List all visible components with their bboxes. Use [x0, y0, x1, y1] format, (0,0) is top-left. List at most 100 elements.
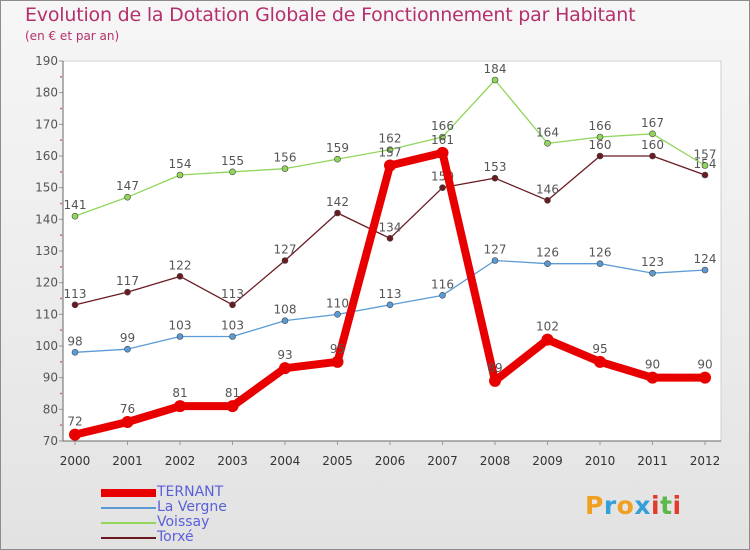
data-point-ternant-2010	[594, 355, 606, 368]
data-point-voissay-2008	[491, 76, 499, 84]
data-point-ternant-2002	[174, 400, 186, 413]
y-minor-tick-135	[60, 234, 62, 237]
data-label-la-vergne-2004: 108	[274, 303, 297, 317]
data-label-voissay-2004: 156	[274, 151, 297, 165]
data-label-la-vergne-2003: 103	[221, 319, 244, 333]
data-point-la-vergne-2004	[281, 317, 289, 324]
data-label-voissay-2000: 141	[64, 198, 87, 212]
data-point-torx--2002	[176, 273, 184, 280]
data-label-torx--2004: 127	[274, 243, 297, 257]
data-point-torx--2005	[334, 209, 341, 217]
y-minor-tick-115	[60, 297, 62, 300]
data-label-torx--2011: 160	[641, 138, 664, 152]
data-label-la-vergne-2009: 126	[536, 246, 559, 260]
legend-swatch-la-vergne	[101, 507, 156, 509]
data-label-voissay-2006: 162	[379, 132, 402, 146]
data-point-la-vergne-2000	[71, 349, 79, 356]
data-label-la-vergne-2001: 99	[120, 331, 135, 345]
x-tick-label-2011: 2011	[637, 454, 668, 468]
data-point-ternant-2011	[646, 371, 659, 384]
data-label-voissay-2005: 159	[326, 141, 349, 155]
x-tick-label-2003: 2003	[217, 454, 248, 468]
data-label-ternant-2004: 93	[277, 348, 292, 362]
x-tick-label-2005: 2005	[322, 454, 353, 468]
data-point-torx--2012	[701, 171, 709, 179]
data-point-torx--2011	[649, 152, 656, 160]
data-point-ternant-2004	[279, 362, 291, 375]
y-tick-label-70: 70	[43, 434, 58, 448]
legend-swatch-voissay	[101, 522, 156, 524]
logo-letter-x: x	[634, 491, 651, 520]
y-minor-tick-145	[60, 202, 62, 205]
data-label-voissay-2003: 155	[221, 154, 244, 168]
data-point-la-vergne-2008	[491, 257, 499, 264]
x-tick-label-2010: 2010	[585, 454, 616, 468]
data-label-la-vergne-2008: 127	[484, 243, 507, 257]
data-point-ternant-2012	[699, 371, 711, 384]
data-point-ternant-2006	[384, 159, 396, 172]
proxiti-logo: Proxiti	[585, 491, 682, 520]
data-point-la-vergne-2011	[649, 269, 656, 277]
data-label-voissay-2002: 154	[169, 157, 192, 171]
x-tick-label-2008: 2008	[480, 454, 511, 468]
x-tick-label-2009: 2009	[532, 454, 563, 468]
data-point-la-vergne-2007	[439, 292, 446, 299]
data-label-voissay-2001: 147	[116, 179, 139, 193]
data-label-la-vergne-2000: 98	[67, 334, 82, 348]
y-tick-label-90: 90	[43, 371, 58, 385]
data-label-ternant-2005: 95	[330, 342, 345, 356]
y-tick-label-150: 150	[35, 181, 58, 195]
data-label-la-vergne-2005: 110	[326, 296, 349, 310]
data-point-torx--2000	[71, 301, 79, 309]
data-point-voissay-2006	[386, 146, 394, 153]
y-minor-tick-85	[60, 392, 62, 395]
data-point-ternant-2008	[489, 374, 501, 387]
data-point-voissay-2007	[439, 133, 446, 141]
legend-item-torxe[interactable]: Torxé	[101, 529, 271, 546]
x-tick-label-2002: 2002	[165, 454, 196, 468]
y-minor-tick-95	[60, 360, 62, 363]
data-point-ternant-2005	[331, 355, 344, 368]
data-label-torx--2000: 113	[64, 287, 87, 301]
logo-letter-r: r	[603, 491, 617, 520]
data-point-torx--2007	[439, 184, 446, 191]
legend-label-torxe: Torxé	[157, 529, 194, 545]
data-label-torx--2005: 142	[326, 195, 349, 209]
data-point-voissay-2010	[596, 133, 604, 141]
data-point-ternant-2007	[436, 146, 449, 159]
data-label-voissay-2011: 167	[641, 116, 664, 130]
data-label-torx--2006: 134	[379, 220, 402, 234]
legend-swatch-ternant	[101, 489, 156, 497]
logo-letter-t: t	[660, 491, 673, 520]
data-label-ternant-2006: 157	[379, 146, 402, 160]
data-label-voissay-2010: 166	[589, 119, 612, 133]
data-point-voissay-2003	[229, 168, 236, 176]
data-label-voissay-2008: 184	[484, 62, 507, 76]
data-point-la-vergne-2009	[544, 260, 551, 267]
data-point-torx--2010	[596, 152, 604, 160]
y-tick-label-80: 80	[43, 402, 58, 416]
data-point-torx--2004	[281, 257, 289, 264]
y-minor-tick-125	[60, 265, 62, 268]
data-label-la-vergne-2010: 126	[589, 246, 612, 260]
data-point-ternant-2003	[226, 400, 239, 413]
data-point-la-vergne-2012	[701, 266, 709, 274]
y-tick-label-170: 170	[35, 117, 58, 131]
data-label-la-vergne-2002: 103	[169, 319, 192, 333]
legend-item-la-vergne[interactable]: La Vergne	[101, 499, 271, 516]
data-label-ternant-2011: 90	[645, 358, 660, 372]
data-point-voissay-2004	[281, 165, 289, 172]
x-tick-label-2004: 2004	[270, 454, 301, 468]
y-tick-label-160: 160	[35, 149, 58, 163]
legend-item-voissay[interactable]: Voissay	[101, 514, 271, 531]
data-label-la-vergne-2007: 116	[431, 277, 454, 291]
data-label-ternant-2001: 76	[120, 402, 135, 416]
legend-label-la-vergne: La Vergne	[157, 499, 227, 515]
data-label-torx--2003: 113	[221, 287, 244, 301]
x-tick-label-2000: 2000	[60, 454, 91, 468]
data-point-la-vergne-2006	[386, 301, 394, 309]
legend-item-ternant[interactable]: TERNANT	[101, 484, 271, 501]
data-label-ternant-2009: 102	[536, 320, 559, 334]
chart-title: Evolution de la Dotation Globale de Fonc…	[25, 4, 636, 26]
